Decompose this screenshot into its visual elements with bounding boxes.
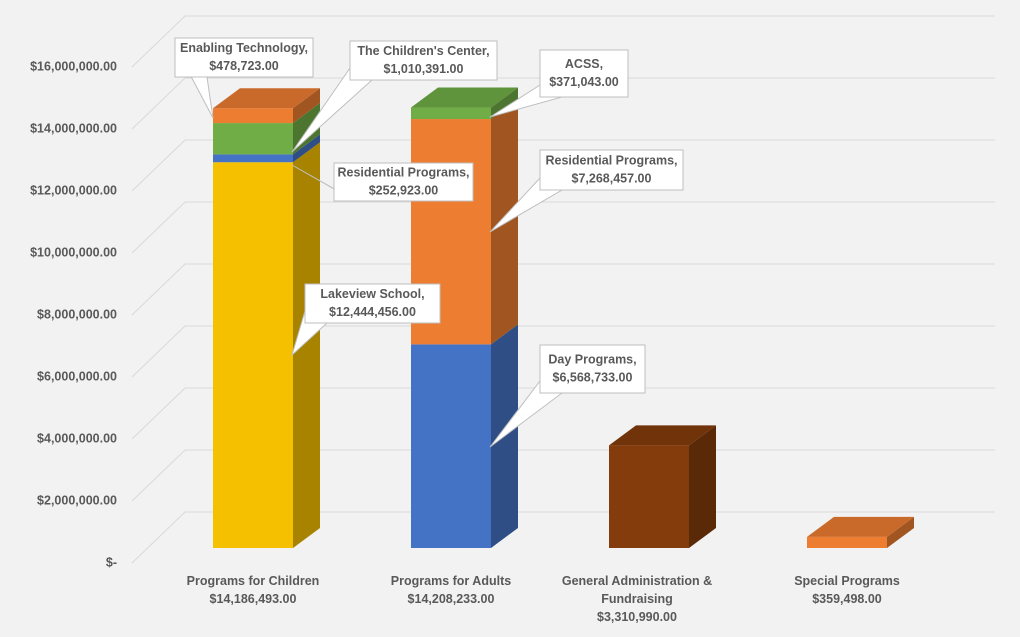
grid-line <box>131 511 995 564</box>
callout: Residential Programs, $7,268,457.00 <box>489 149 684 233</box>
x-tick-label: Programs for Adults $14,208,233.00 <box>356 572 546 608</box>
grid-line <box>131 139 995 192</box>
y-tick-label: $10,000,000.00 <box>30 245 117 259</box>
y-tick-label: $12,000,000.00 <box>30 183 117 197</box>
category-name: Special Programs <box>794 574 900 588</box>
category-total: $3,310,990.00 <box>597 610 677 624</box>
category-total: $14,208,233.00 <box>407 592 495 606</box>
bar-top <box>213 88 320 109</box>
grid-line <box>131 387 995 440</box>
callout-name: ACSS, <box>565 57 603 71</box>
category-name: General Administration & Fundraising <box>561 574 713 606</box>
bar-side <box>293 134 320 163</box>
category-name: Programs for Children <box>186 574 320 588</box>
bar <box>411 344 491 548</box>
bar-top <box>609 425 716 446</box>
callout: ACSS, $371,043.00 <box>489 49 629 118</box>
y-tick-label: $16,000,000.00 <box>30 59 117 73</box>
callout: The Children's Center, $1,010,391.00 <box>291 40 498 153</box>
grid-line <box>131 325 995 378</box>
x-tick-label: Programs for Children $14,186,493.00 <box>158 572 348 608</box>
bar-side <box>491 87 518 120</box>
bar-top <box>411 87 518 108</box>
y-tick-label: $14,000,000.00 <box>30 121 117 135</box>
x-tick-label: Special Programs $359,498.00 <box>752 572 942 608</box>
callout-name: Lakeview School, <box>320 287 424 301</box>
callout-name: Day Programs, <box>548 352 636 366</box>
callout-cover <box>541 346 644 392</box>
callout-cover <box>541 51 627 96</box>
callout: Residential Programs, $252,923.00 <box>291 162 474 202</box>
callout: Lakeview School, $12,444,456.00 <box>291 283 441 357</box>
category-total: $359,498.00 <box>812 592 882 606</box>
category-name: Programs for Adults <box>390 574 512 588</box>
bar <box>807 536 887 548</box>
callout-cover <box>541 151 682 189</box>
bar-top <box>807 516 914 537</box>
callout-cover <box>335 164 472 200</box>
callout-value: $371,043.00 <box>549 75 619 89</box>
bar-side <box>887 516 914 548</box>
grid-line <box>131 201 995 254</box>
grid-line <box>131 77 995 130</box>
callout-name: Residential Programs, <box>546 153 678 167</box>
bar <box>213 108 293 124</box>
grid-line <box>131 263 995 316</box>
callout-cover <box>351 42 496 79</box>
bar <box>213 123 293 155</box>
callout-cover <box>176 39 312 76</box>
callout-name: Residential Programs, <box>338 165 470 179</box>
grid-line <box>131 449 995 502</box>
x-tick-label: General Administration & Fundraising $3,3… <box>542 572 732 626</box>
callout-value: $252,923.00 <box>369 183 439 197</box>
y-tick-label: $- <box>106 555 117 569</box>
y-tick-label: $2,000,000.00 <box>37 493 117 507</box>
callout: Enabling Technology, $478,723.00 <box>174 37 314 119</box>
bar-side <box>689 425 716 548</box>
bar-side <box>293 142 320 548</box>
y-tick-label: $8,000,000.00 <box>37 307 117 321</box>
callout-name: The Children's Center, <box>357 44 489 58</box>
bar-side <box>293 88 320 124</box>
callout-value: $478,723.00 <box>209 59 279 73</box>
callout-cover <box>306 285 439 322</box>
bar <box>411 107 491 120</box>
callout-value: $1,010,391.00 <box>384 62 464 76</box>
callout-value: $6,568,733.00 <box>553 370 633 384</box>
callout-name: Enabling Technology, <box>180 41 308 55</box>
y-tick-label: $6,000,000.00 <box>37 369 117 383</box>
y-tick-label: $4,000,000.00 <box>37 431 117 445</box>
bar <box>213 154 293 163</box>
grid-line <box>131 15 995 68</box>
callout-value: $7,268,457.00 <box>572 171 652 185</box>
bar <box>609 445 689 548</box>
bar <box>213 162 293 548</box>
callout: Day Programs, $6,568,733.00 <box>489 344 646 448</box>
category-total: $14,186,493.00 <box>209 592 297 606</box>
callout-value: $12,444,456.00 <box>329 305 416 319</box>
